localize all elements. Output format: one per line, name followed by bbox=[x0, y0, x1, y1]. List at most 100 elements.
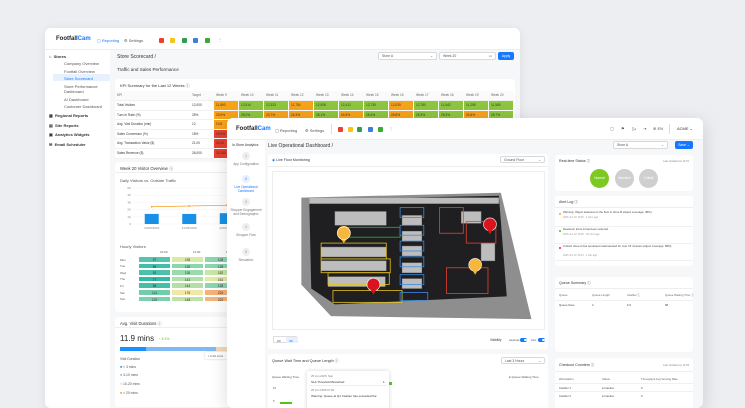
sidebar-item-store-performance[interactable]: Store Performance Dashboard bbox=[64, 84, 98, 94]
fullscreen-icon[interactable]: ▢ bbox=[610, 126, 614, 131]
week-picker[interactable]: Week 20 ▭ bbox=[439, 52, 496, 60]
sidebar-item-site-reports[interactable]: ▤ Site Reports bbox=[49, 123, 79, 128]
logout-icon[interactable]: ⇥ bbox=[643, 126, 647, 131]
kpi-target: 12,000 bbox=[190, 101, 214, 111]
alert-critical-icon bbox=[559, 246, 561, 249]
table-cell: ● Inactive bbox=[602, 394, 615, 398]
visitor-bar bbox=[144, 213, 159, 224]
heatmap-cell: 148 bbox=[171, 295, 204, 303]
flag-icon[interactable]: ⚑ bbox=[621, 126, 625, 131]
kpi-value: 12,780 bbox=[414, 101, 439, 111]
sidebar-item-regional-reports[interactable]: ▦ Regional Reports bbox=[49, 113, 89, 118]
app-icon-green2[interactable] bbox=[378, 127, 383, 132]
live-floor-radio[interactable]: ◉ Live Floor Monitoring bbox=[272, 158, 310, 162]
step-1[interactable]: 1 App Configuration bbox=[227, 152, 265, 172]
durations-title: Avg. Visit Durations ⓘ bbox=[120, 321, 162, 326]
sidebar-item-company-overview[interactable]: Company Overview bbox=[64, 61, 99, 66]
y-tick-label: 0 bbox=[129, 222, 131, 226]
nav-settings[interactable]: ⚙ Settings bbox=[124, 37, 144, 43]
store-select[interactable]: Store A ⌄ bbox=[613, 141, 668, 149]
alert-item[interactable]: Warning: Object detected on the floor in… bbox=[555, 210, 693, 227]
table-header: Week 14 bbox=[339, 91, 364, 101]
step-3[interactable]: 3 Shopper Engagement and Demographic bbox=[227, 198, 265, 218]
kpi-name: Sales Conversion (%) bbox=[115, 130, 190, 140]
app-icon-yellow[interactable] bbox=[170, 38, 175, 43]
table-header: Week 17 bbox=[414, 91, 439, 101]
alert-text: Warning: Object detected on the floor in… bbox=[563, 210, 653, 214]
app-icon-yellow[interactable] bbox=[348, 127, 353, 132]
nav-reporting[interactable]: ▢ Reporting bbox=[275, 127, 298, 133]
sidebar-item-ai-dashboard[interactable]: AI Dashboard bbox=[64, 97, 89, 102]
legend-3-10: ■ 3-10 mins bbox=[120, 373, 138, 377]
sidebar-item-stores[interactable]: ⌂ Stores bbox=[49, 54, 67, 59]
heatmap-toggle[interactable] bbox=[520, 338, 527, 342]
sidebar-item-email-scheduler[interactable]: ✉ Email Scheduler bbox=[49, 142, 86, 147]
heatmap-title: Hourly Visitors bbox=[120, 244, 146, 249]
step-label: Simulation bbox=[238, 258, 254, 262]
table-row: Total Visitors 12,000 11,893 12,514 12,333 11… bbox=[115, 101, 515, 111]
nav-reporting[interactable]: ▢ Reporting bbox=[97, 37, 120, 43]
step-5[interactable]: 5 Simulation bbox=[227, 248, 265, 268]
nav-settings[interactable]: ⚙ Settings bbox=[305, 127, 325, 133]
kpi-value: 11,298 bbox=[464, 101, 489, 111]
y-tick-label: 1K bbox=[127, 215, 131, 219]
kpi-name: Turn-In Rate (%) bbox=[115, 111, 190, 121]
step-label: Shopper Engagement and Demographic bbox=[230, 208, 262, 216]
heatmap-cell: 143 bbox=[171, 275, 204, 283]
store-select[interactable]: Store A ⌄ bbox=[378, 52, 437, 60]
sidebar-item-customer-dashboard[interactable]: Customer Dashboard bbox=[64, 104, 103, 109]
kpi-value: 23.5% bbox=[214, 110, 239, 121]
heatmap-cell: 92 bbox=[138, 269, 171, 276]
sidebar: ⌂ Stores Company Overview Footfall Overv… bbox=[45, 50, 110, 408]
alert-item[interactable]: Restored: Zone A has been restored. 2025 … bbox=[555, 227, 693, 244]
sidebar-item-label: Store Scorecard bbox=[64, 75, 93, 81]
sidebar-item-store-scorecard[interactable]: Store Scorecard bbox=[53, 74, 110, 81]
floor-select[interactable]: Ground Floor ⌄ bbox=[500, 156, 545, 163]
notification-icon[interactable]: ▯● bbox=[632, 126, 637, 131]
kpi-value: 12,735 bbox=[364, 101, 389, 111]
app-icon-red[interactable] bbox=[159, 38, 164, 43]
y-tick: 10 bbox=[273, 386, 277, 390]
sidebar-item-footfall-overview[interactable]: Footfall Overview bbox=[64, 69, 95, 74]
alert-toggle[interactable] bbox=[538, 338, 545, 342]
app-icon-blue[interactable] bbox=[368, 127, 373, 132]
app-icon-green2[interactable] bbox=[205, 38, 210, 43]
apply-button[interactable]: Apply bbox=[498, 52, 514, 60]
zone-marker-warning-1 bbox=[336, 225, 351, 244]
table-header: Target bbox=[190, 91, 214, 101]
table-row: Cashier 2 ● Inactive 0 bbox=[555, 390, 693, 399]
kpi-value: 12,333 bbox=[264, 101, 289, 111]
app-icon-green[interactable] bbox=[182, 38, 187, 43]
step-4[interactable]: 4 Shopper Flow bbox=[227, 223, 265, 243]
more-icon[interactable]: ⋮ bbox=[389, 126, 393, 131]
account-menu[interactable]: ACME ⌄ bbox=[677, 126, 694, 131]
step-label: Live Operational Dashboard bbox=[234, 185, 258, 193]
save-button[interactable]: Save ⌄ bbox=[675, 141, 693, 149]
legend-10-20: ■ 10-20 mins bbox=[120, 382, 140, 386]
heatmap-day-label: Sun bbox=[120, 297, 126, 302]
alert-item[interactable]: Critical: Zone A has remained understock… bbox=[555, 244, 693, 261]
floor-plan-3d[interactable] bbox=[272, 171, 545, 330]
app-icon-blue[interactable] bbox=[193, 38, 198, 43]
sidebar-item-analytics-widgets[interactable]: ▣ Analytics Widgets bbox=[49, 132, 90, 137]
more-icon[interactable]: ⋮ bbox=[218, 37, 222, 42]
table-header: Cashier ⓘ bbox=[627, 293, 641, 297]
table-header: Week 15 bbox=[364, 91, 389, 101]
status-updated: Last Updated on 11:51 bbox=[663, 159, 690, 163]
heatmap-day-label: Sat bbox=[120, 290, 125, 295]
language-selector[interactable]: ⊕ EN bbox=[653, 126, 664, 131]
legend-title: Visit Duration bbox=[120, 357, 141, 361]
overview-title: Week 20 Visitor Overview ⓘ bbox=[120, 166, 174, 171]
x-tick-label: 21/05/2025 bbox=[182, 226, 197, 230]
view-2d-button[interactable]: 2D bbox=[277, 338, 281, 343]
app-icon-green[interactable] bbox=[357, 127, 362, 132]
table-header: Week 10 bbox=[239, 91, 264, 101]
table-cell: 2 bbox=[592, 303, 594, 307]
time-range-select[interactable]: Last 3 Hours ⌄ bbox=[501, 357, 545, 364]
view-3d-button[interactable]: 3D bbox=[286, 337, 298, 343]
app-icon-red[interactable] bbox=[338, 127, 343, 132]
table-header: Week 16 bbox=[389, 91, 414, 101]
alert-warning-icon bbox=[559, 212, 561, 215]
step-2[interactable]: 2 Live Operational Dashboard bbox=[227, 175, 265, 195]
table-header: Week 11 bbox=[264, 91, 289, 101]
